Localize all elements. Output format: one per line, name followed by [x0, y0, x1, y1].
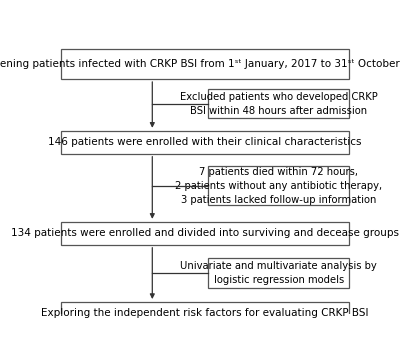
FancyBboxPatch shape [61, 49, 349, 79]
FancyBboxPatch shape [61, 131, 349, 154]
FancyArrowPatch shape [150, 82, 154, 126]
Text: Excluded patients who developed CRKP
BSI within 48 hours after admission: Excluded patients who developed CRKP BSI… [180, 91, 378, 115]
FancyBboxPatch shape [208, 258, 349, 288]
FancyBboxPatch shape [61, 302, 349, 325]
Text: Screening patients infected with CRKP BSI from 1ˢᵗ January, 2017 to 31ˢᵗ October: Screening patients infected with CRKP BS… [0, 59, 400, 69]
Text: 146 patients were enrolled with their clinical characteristics: 146 patients were enrolled with their cl… [48, 137, 362, 147]
FancyBboxPatch shape [208, 166, 349, 205]
FancyBboxPatch shape [61, 222, 349, 245]
Text: Univariate and multivariate analysis by
logistic regression models: Univariate and multivariate analysis by … [180, 262, 377, 285]
FancyArrowPatch shape [150, 157, 154, 217]
Text: Exploring the independent risk factors for evaluating CRKP BSI: Exploring the independent risk factors f… [41, 309, 369, 318]
Text: 134 patients were enrolled and divided into surviving and decease groups: 134 patients were enrolled and divided i… [11, 228, 399, 238]
FancyBboxPatch shape [208, 89, 349, 119]
FancyArrowPatch shape [150, 248, 154, 298]
Text: 7 patients died within 72 hours,
2 patients without any antibiotic therapy,
3 pa: 7 patients died within 72 hours, 2 patie… [175, 167, 382, 205]
